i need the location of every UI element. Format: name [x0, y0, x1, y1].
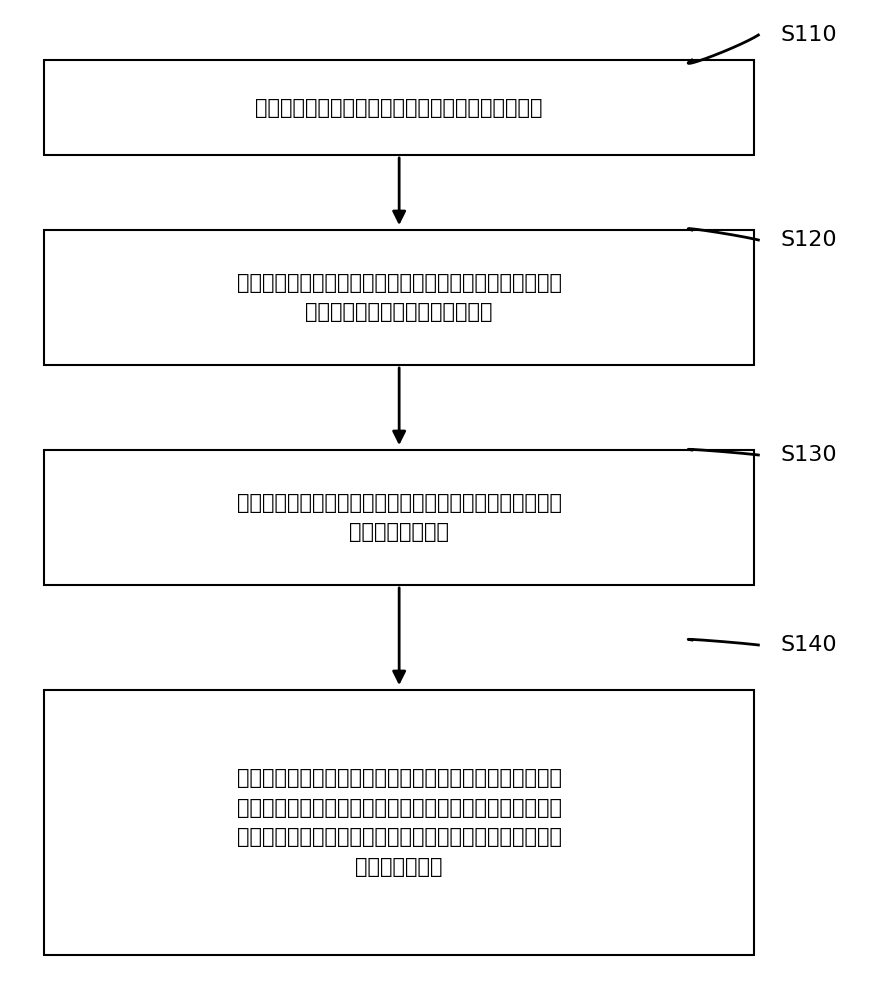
Text: 将目标区域的边界和目标区域内的不可布点区域的边界离散
化，并为离散点设置固定点电荷；: 将目标区域的边界和目标区域内的不可布点区域的边界离散 化，并为离散点设置固定点电…: [237, 273, 561, 322]
Text: 调整监测点的位置并分析自由点电荷的受力情况，当每个监
测点的自由点电荷在固定点电荷和其它自由点电荷的作用下
都处于受力平衡状态时，判定当前自由点电荷的位置为最佳: 调整监测点的位置并分析自由点电荷的受力情况，当每个监 测点的自由点电荷在固定点电…: [237, 768, 561, 877]
Text: S110: S110: [780, 25, 836, 45]
Bar: [44, 450, 753, 585]
Text: 甄别监测目标区域中的不可布点区域和可布点区域；: 甄别监测目标区域中的不可布点区域和可布点区域；: [255, 98, 542, 117]
Text: 在目标区域内的可布点区域中随机布置监测点，并为监测点
设置自由点电荷；: 在目标区域内的可布点区域中随机布置监测点，并为监测点 设置自由点电荷；: [237, 493, 561, 542]
Bar: [44, 60, 753, 155]
Text: S120: S120: [780, 230, 836, 250]
Text: S140: S140: [780, 635, 836, 655]
Bar: [44, 230, 753, 365]
Bar: [44, 690, 753, 955]
Text: S130: S130: [780, 445, 836, 465]
